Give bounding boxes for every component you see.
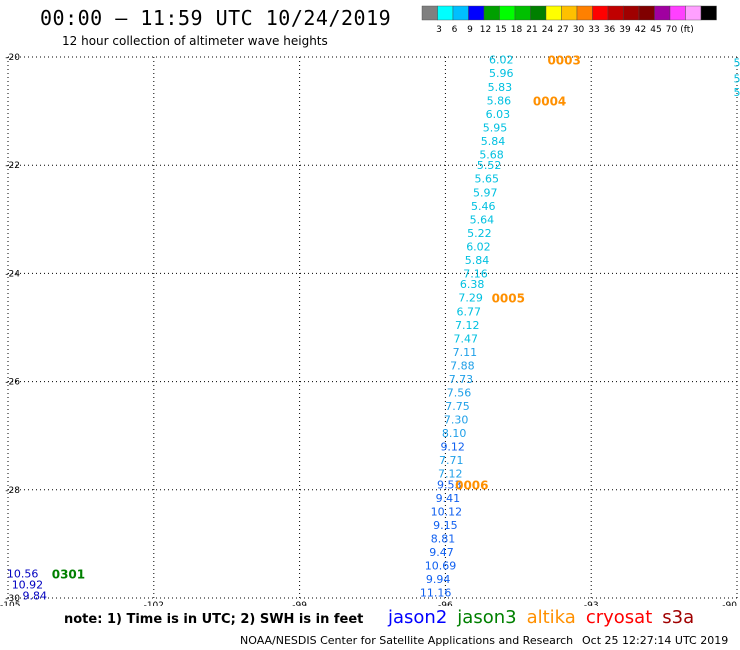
track-label: 0004 [533,94,566,108]
x-tick-label: -93 [584,601,599,606]
wave-height-point: 7.16 [463,267,488,280]
wave-height-point: 7.75 [445,400,470,413]
wave-height-point: 5.84 [465,254,490,267]
legend-label: 27 [557,25,568,35]
wave-height-point: 7.11 [453,346,478,359]
chart-subtitle: 12 hour collection of altimeter wave hei… [62,34,328,48]
y-tick-label: -26 [5,378,20,388]
wave-height-chart: -20 -22 -24 -26 -28 -30-105 -102 -99 -96 -93 -90 6.… [0,53,740,606]
wave-height-point: 9.15 [433,519,458,532]
legend-label: 6 [452,25,458,35]
wave-height-point: 6.38 [460,278,485,291]
satellite-name: cryosat [585,607,653,628]
x-tick-label: -102 [144,601,164,606]
timestamp-text: Oct 25 12:27:14 UTC 2019 [582,634,729,647]
wave-height-point: 5 [734,86,740,99]
track-label: 0301 [52,568,85,582]
wave-height-point: 5.96 [489,67,514,80]
legend-label: 30 [573,25,585,35]
wave-height-point: 7.29 [458,292,483,305]
legend-label: 45 [650,25,661,35]
x-tick-label: -96 [438,601,453,606]
satellite-name: altika [526,607,576,628]
y-tick-label: -22 [5,161,20,171]
legend-label: 15 [495,25,506,35]
wave-height-point: 7.71 [439,454,464,467]
wave-height-point: 6.02 [466,240,491,253]
track-label: 0003 [547,54,580,68]
wave-height-point: 9.84 [22,589,47,602]
wave-height-point: 5.84 [481,135,506,148]
y-tick-label: -30 [5,594,20,604]
x-tick-label: -99 [292,601,307,606]
wave-height-point: 5 [734,56,740,69]
wave-height-point: 9.47 [429,546,454,559]
satellite-name: jason2 [388,607,448,628]
wave-height-point: 5.52 [477,159,502,172]
footer-note: note: 1) Time is in UTC; 2) SWH is in fe… [64,612,364,627]
wave-height-point: 10.69 [425,560,457,573]
y-tick-label: -24 [5,269,20,279]
credit-text: NOAA/NESDIS Center for Satellite Applica… [240,634,574,647]
x-tick-label: -90 [722,601,737,606]
track-label: 0006 [455,478,488,492]
wave-height-point: 9.12 [440,441,465,454]
wave-height-point: 5.68 [479,148,504,161]
legend-label: 36 [604,25,616,35]
wave-height-point: 7.73 [449,373,474,386]
satellite-name: jason3 [457,607,517,628]
legend-label: 39 [619,25,631,35]
wave-height-point: 11.16 [420,587,452,600]
wave-height-point: 5.46 [471,200,496,213]
wave-height-point: 6.03 [486,108,511,121]
legend-label: 42 [635,25,646,35]
wave-height-point: 10.92 [12,578,44,591]
wave-height-point: 9.94 [426,573,451,586]
wave-height-point: 5.22 [467,227,492,240]
track-label: 0005 [492,292,525,306]
wave-height-point: 9.41 [436,492,461,505]
wave-height-point: 8.10 [442,427,467,440]
satellite-legend: jason2 jason3 altika cryosat s3a [388,607,704,628]
legend-label: 70 [666,25,678,35]
y-tick-label: -28 [5,486,20,496]
legend-label: (ft) [680,25,694,35]
wave-height-point: 5.65 [474,173,499,186]
legend-label: 9 [467,25,473,35]
wave-height-point: 5.86 [487,94,512,107]
legend-label: 18 [511,25,523,35]
legend-label: 12 [480,25,491,35]
wave-height-point: 7.30 [444,413,469,426]
satellite-name: s3a [662,607,695,628]
wave-height-point: 9.53 [437,478,462,491]
legend-label: 24 [542,25,554,35]
wave-height-point: 7.12 [438,468,463,481]
wave-height-point: 5.83 [488,81,513,94]
wave-height-point: 6.02 [489,54,514,67]
wave-height-point: 5 [734,73,740,86]
wave-height-point: 10.56 [7,568,39,581]
wave-height-point: 7.47 [454,332,479,345]
legend-label: 21 [526,25,537,35]
wave-height-point: 7.56 [447,386,472,399]
y-tick-label: -20 [5,53,20,63]
color-scale-legend: 3 6 9 12 15 18 21 24 27 30 33 36 39 42 45 70 (ft) [421,5,717,35]
legend-label: 3 [436,25,442,35]
chart-title: 00:00 – 11:59 UTC 10/24/2019 [40,6,392,30]
legend-label: 33 [588,25,599,35]
wave-height-point: 6.77 [456,305,481,318]
wave-height-point: 7.12 [455,319,480,332]
x-tick-label: -105 [0,601,20,606]
wave-height-point: 5.97 [473,186,498,199]
wave-height-point: 7.88 [450,359,475,372]
legend-swatch [700,5,717,21]
wave-height-point: 10.12 [431,505,463,518]
wave-height-point: 5.64 [470,213,495,226]
wave-height-point: 5.95 [483,121,508,134]
wave-height-point: 8.81 [431,532,456,545]
